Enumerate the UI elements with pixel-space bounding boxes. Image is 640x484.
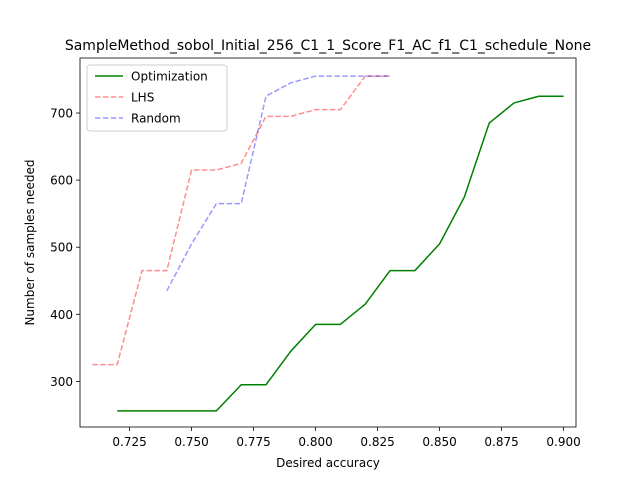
x-tick-label: 0.850 xyxy=(422,435,456,449)
y-tick-label: 500 xyxy=(50,241,73,255)
x-tick-label: 0.800 xyxy=(298,435,332,449)
x-tick-label: 0.775 xyxy=(236,435,270,449)
x-tick-label: 0.825 xyxy=(360,435,394,449)
legend: Optimization LHS Random xyxy=(86,64,228,132)
series-lines xyxy=(92,75,564,412)
x-tick-label: 0.750 xyxy=(174,435,208,449)
y-axis-label: Number of samples needed xyxy=(23,159,37,325)
x-tick-label: 0.725 xyxy=(112,435,146,449)
y-tick-label: 300 xyxy=(50,375,73,389)
x-axis: 0.725 0.750 0.775 0.800 0.825 0.850 0.875 0.900 xyxy=(112,427,581,449)
legend-label-optimization: Optimization xyxy=(131,70,208,84)
legend-items: Optimization LHS Random xyxy=(95,70,208,126)
legend-label-lhs: LHS xyxy=(131,91,154,105)
chart-title: SampleMethod_sobol_Initial_256_C1_1_Scor… xyxy=(65,38,591,54)
legend-label-random: Random xyxy=(131,112,181,126)
series-line-random xyxy=(166,75,390,292)
y-axis: 300 400 500 600 700 xyxy=(50,107,80,389)
series-line-lhs xyxy=(92,75,390,366)
series-line-optimization xyxy=(117,95,564,412)
y-tick-label: 600 xyxy=(50,174,73,188)
y-tick-label: 700 xyxy=(50,107,73,121)
y-tick-label: 400 xyxy=(50,308,73,322)
plot-frame xyxy=(79,57,577,428)
x-axis-label: Desired accuracy xyxy=(276,456,380,470)
x-tick-label: 0.875 xyxy=(484,435,518,449)
legend-box xyxy=(86,64,228,132)
x-tick-label: 0.900 xyxy=(546,435,580,449)
